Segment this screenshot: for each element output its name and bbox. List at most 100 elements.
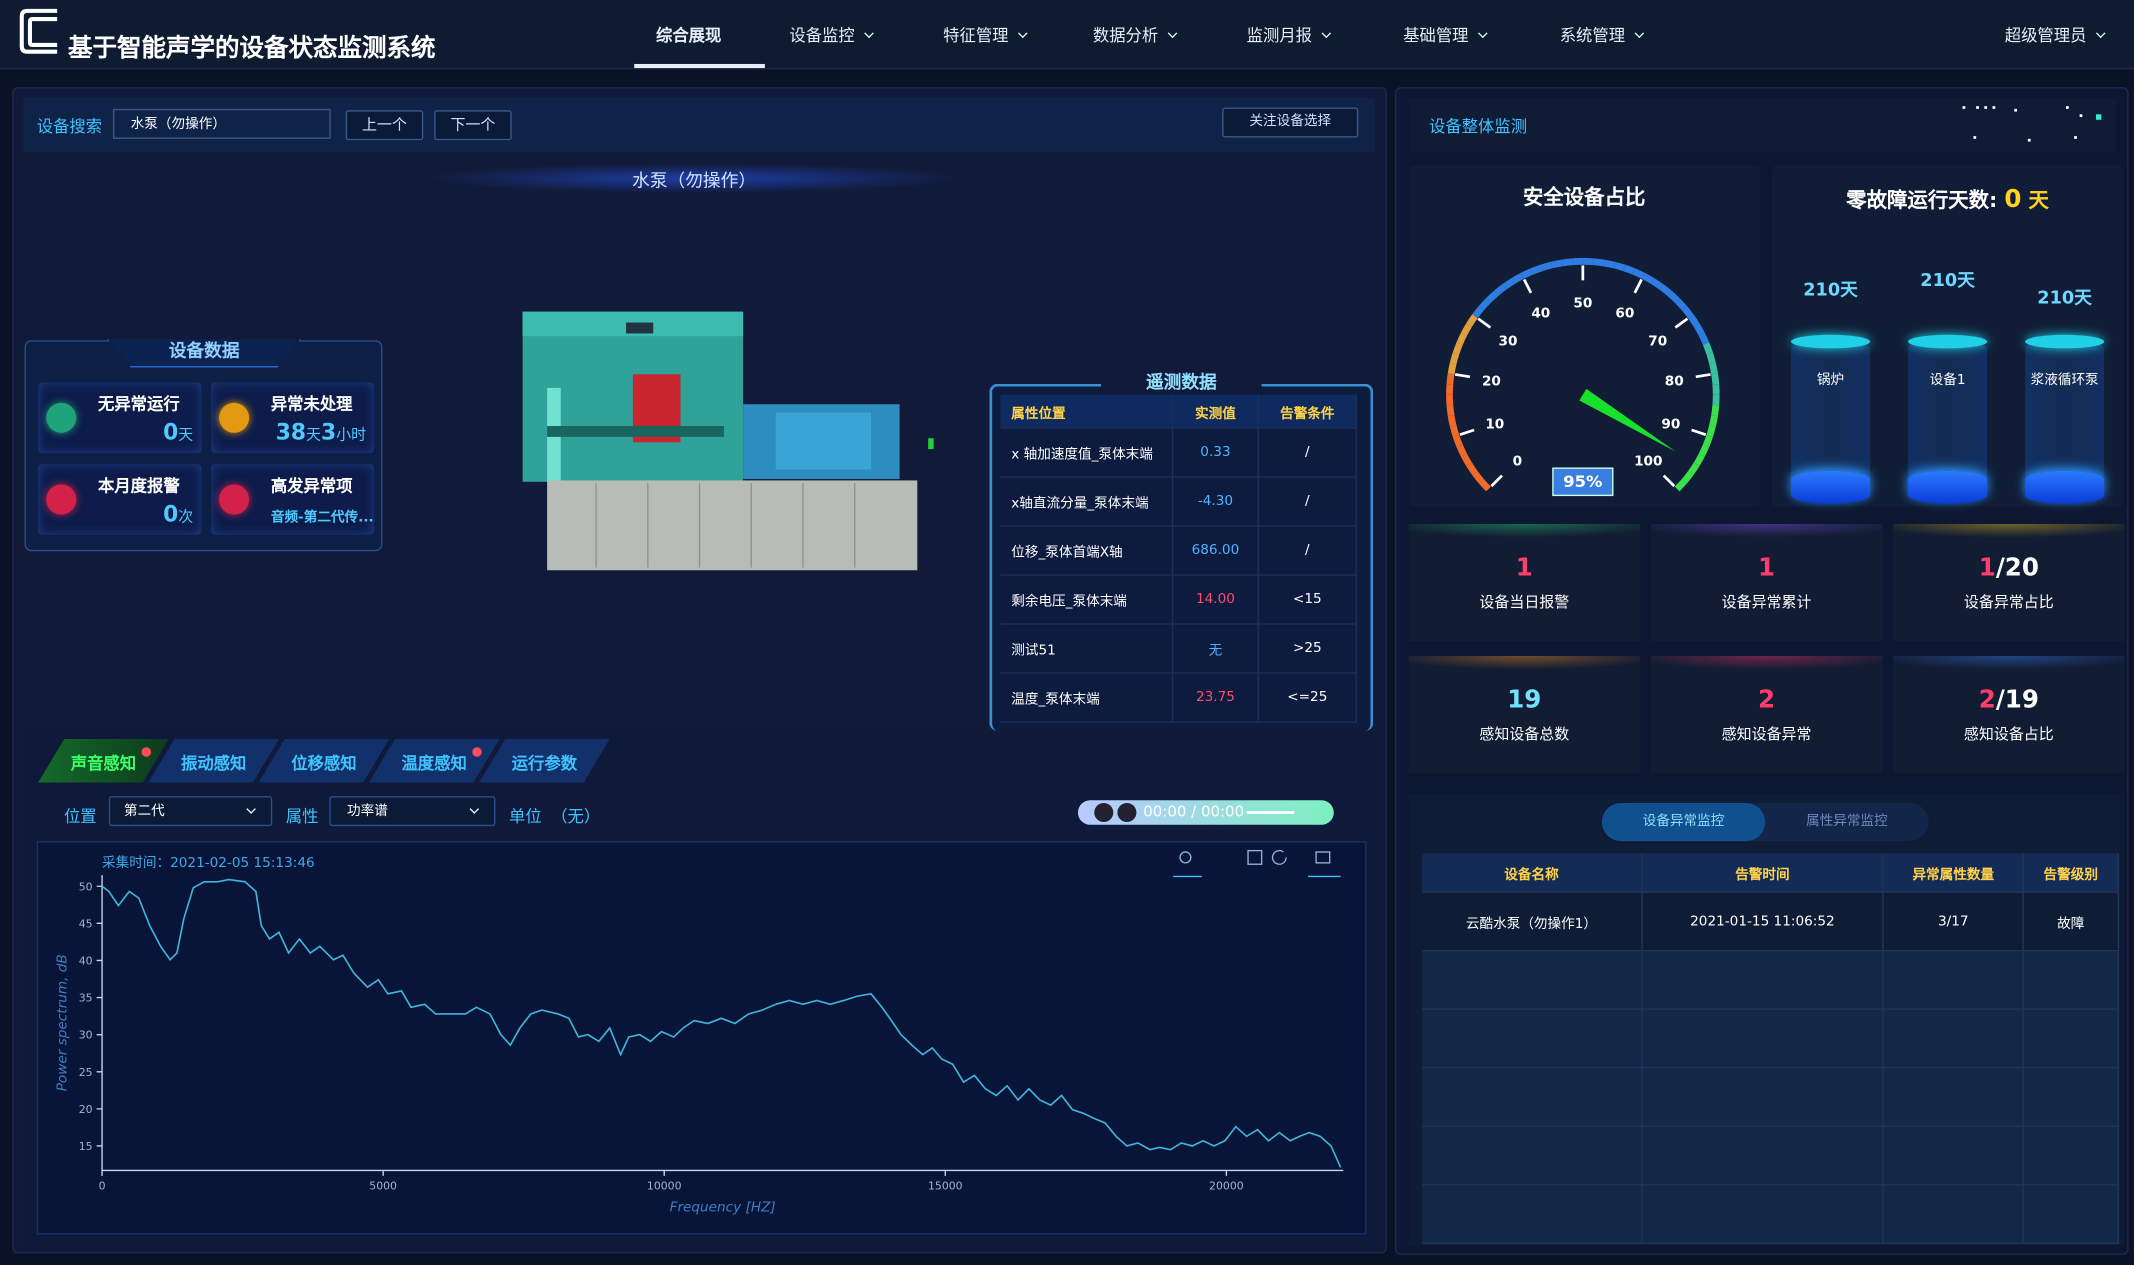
nav-item[interactable]: 系统管理 (1560, 23, 1643, 46)
stop-button[interactable] (1117, 803, 1136, 822)
zero-fault-value: 0 (2004, 185, 2021, 214)
follow-button[interactable]: 关注设备选择 (1222, 108, 1358, 138)
alarm-condition: <=25 (1258, 673, 1356, 722)
x-tick-label: 0 (99, 1180, 106, 1193)
tab-badge (142, 747, 152, 757)
prev-button[interactable]: 上一个 (346, 110, 424, 140)
chart-title: 采集时间：2021-02-05 15:13:46 (102, 855, 315, 871)
empty-cell (1883, 1185, 2023, 1244)
tank: 设备1 (1908, 340, 1987, 503)
stat-number: 1 (1516, 554, 1533, 583)
gauge-arc (1450, 405, 1451, 415)
empty-row (1422, 1068, 2118, 1127)
stat-label: 设备异常占比 (1893, 591, 2124, 613)
alarm-condition: >25 (1258, 624, 1356, 673)
alarm-table-header: 设备名称 告警时间 异常属性数量 告警级别 (1422, 853, 2118, 892)
nav-item[interactable]: 综合展现 (656, 23, 721, 46)
gauge-tick (1455, 374, 1470, 376)
nav-chevron (1018, 29, 1028, 39)
gauge-tick-label: 60 (1615, 306, 1634, 322)
progress-bar[interactable] (1247, 811, 1295, 814)
gauge: 010203040506070809010095% (1409, 166, 1760, 506)
gauge-tick-label: 50 (1573, 296, 1592, 312)
gauge-tick-label: 10 (1485, 417, 1504, 433)
alarm-table: 设备名称 告警时间 异常属性数量 告警级别 云酷水泵（勿操作1）2021-01-… (1422, 853, 2119, 1244)
gauge-arc (1604, 263, 1614, 265)
stat-card: 1设备当日报警 (1409, 524, 1640, 641)
nav-item[interactable]: 监测月报 (1247, 23, 1330, 46)
gauge-tick (1491, 476, 1502, 487)
gauge-arc (1451, 364, 1453, 374)
nav-item[interactable]: 特征管理 (943, 23, 1026, 46)
tank-label: 设备1 (1914, 367, 1982, 387)
device-stat-label: 本月度报警 (98, 474, 180, 497)
telemetry-row: 测试51无>25 (1000, 624, 1356, 673)
attribute-name: 温度_泵体末端 (1000, 673, 1172, 722)
attribute-select[interactable]: 功率谱 (329, 796, 495, 826)
search-input[interactable]: 水泵（勿操作） (113, 109, 331, 139)
stat-card: 2/19感知设备占比 (1893, 656, 2124, 773)
stat-label: 感知设备占比 (1893, 723, 2124, 745)
telemetry-box: 遥测数据 属性位置 实测值 告警条件 x 轴加速度值_泵体末端0.33/x轴直流… (989, 384, 1373, 731)
chart-toolbar[interactable] (1173, 851, 1340, 877)
stat-label: 设备异常累计 (1651, 591, 1882, 613)
position-select[interactable]: 第二代 (109, 796, 272, 826)
gauge-arc (1697, 455, 1702, 464)
gauge-arc (1562, 262, 1572, 263)
alarm-cell: 云酷水泵（勿操作1） (1422, 892, 1641, 951)
gauge-arc (1653, 281, 1662, 287)
device-stat-value: 0次 (98, 501, 193, 527)
gauge-arc (1684, 473, 1690, 481)
play-button[interactable] (1094, 803, 1113, 822)
machine-illustration (517, 306, 939, 578)
device-stat-icon (219, 485, 249, 515)
alarm-tabs: 设备异常监控 属性异常监控 (1602, 803, 1929, 841)
empty-cell (1641, 1185, 1883, 1244)
gauge-tick-label: 70 (1648, 334, 1667, 350)
nav-item[interactable]: 数据分析 (1093, 23, 1176, 46)
gauge-arc (1691, 316, 1697, 325)
stat-suffix: /20 (1996, 554, 2039, 583)
column-header: 告警时间 (1641, 853, 1883, 892)
alarm-tab-active[interactable]: 设备异常监控 (1602, 803, 1765, 841)
empty-cell (2023, 1068, 2118, 1127)
gauge-arc (1475, 473, 1481, 481)
column-header: 属性位置 (1000, 395, 1172, 428)
x-tick-label: 15000 (928, 1180, 963, 1193)
stat-number: 1 (1979, 554, 1996, 583)
spectrum-line (102, 880, 1341, 1168)
gauge-arc (1464, 325, 1469, 334)
gauge-arc (1496, 287, 1504, 293)
value-text: 音频-第二代传... (271, 510, 374, 525)
device-stat-icon (219, 403, 249, 433)
empty-cell (2023, 1185, 2118, 1244)
stat-number: 19 (1507, 686, 1541, 715)
nav-chevron (1322, 29, 1332, 39)
gauge-arc (1469, 316, 1475, 325)
user-menu[interactable]: 超级管理员 (2005, 23, 2104, 46)
measured-value: 14.00 (1173, 575, 1259, 624)
stat-card: 19感知设备总数 (1409, 656, 1640, 773)
gauge-tick (1478, 319, 1490, 328)
nav-item[interactable]: 基础管理 (1403, 23, 1486, 46)
next-button[interactable]: 下一个 (434, 110, 512, 140)
telemetry-title: 遥测数据 (1101, 367, 1262, 393)
tab-label: 温度感知 (401, 754, 466, 773)
gauge-arc (1643, 276, 1652, 281)
value: 3 (321, 419, 336, 445)
attribute-label: 属性 (286, 804, 319, 827)
gauge-arc (1710, 426, 1713, 436)
gauge-tick (1524, 279, 1531, 292)
nav-item[interactable]: 设备监控 (789, 23, 872, 46)
gauge-arc (1481, 481, 1488, 489)
y-tick-label: 30 (79, 1029, 93, 1042)
tab-badge (472, 747, 482, 757)
gauge-arc (1677, 481, 1684, 489)
empty-cell (1641, 1009, 1883, 1068)
header-decoration (1960, 103, 2110, 147)
alarm-tab[interactable]: 属性异常监控 (1765, 803, 1928, 841)
tab-label: 声音感知 (71, 754, 136, 773)
telemetry-header: 属性位置 实测值 告警条件 (1000, 395, 1356, 428)
search-bar: 设备搜索 水泵（勿操作） 上一个 下一个 关注设备选择 (23, 98, 1374, 152)
